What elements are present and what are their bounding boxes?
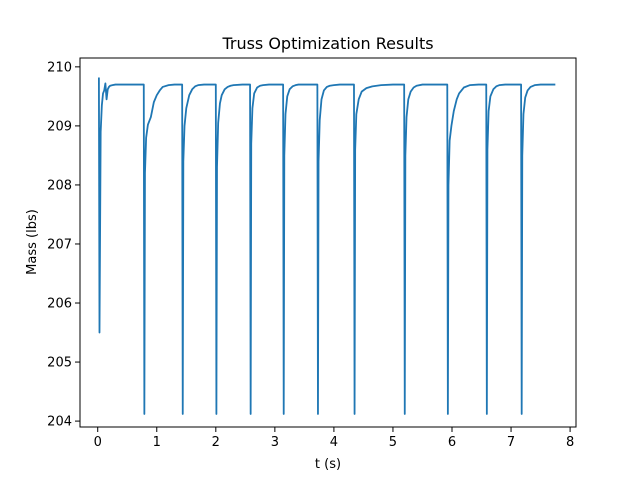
x-tick-label: 7 bbox=[507, 435, 515, 450]
y-tick-label: 208 bbox=[47, 178, 72, 193]
x-tick-label: 6 bbox=[448, 435, 456, 450]
chart-title: Truss Optimization Results bbox=[221, 34, 433, 53]
x-axis-title: t (s) bbox=[315, 457, 341, 472]
x-tick-label: 4 bbox=[330, 435, 338, 450]
y-tick-label: 207 bbox=[47, 237, 72, 252]
y-tick-label: 206 bbox=[47, 297, 72, 312]
x-tick-label: 5 bbox=[389, 435, 397, 450]
y-tick-label: 205 bbox=[47, 356, 72, 371]
x-tick-label: 1 bbox=[153, 435, 161, 450]
y-axis-title: Mass (lbs) bbox=[25, 209, 40, 275]
plot-area bbox=[98, 77, 556, 415]
x-axis: 0 1 2 3 4 5 6 7 8 bbox=[94, 427, 574, 450]
x-tick-label: 2 bbox=[212, 435, 220, 450]
x-tick-label: 3 bbox=[271, 435, 279, 450]
y-tick-label: 204 bbox=[47, 415, 72, 430]
y-axis: 204 205 206 207 208 209 210 bbox=[47, 60, 80, 430]
series-line bbox=[98, 77, 556, 415]
plot-frame bbox=[79, 57, 577, 428]
y-tick-label: 210 bbox=[47, 60, 72, 75]
x-tick-label: 8 bbox=[566, 435, 574, 450]
y-tick-label: 209 bbox=[47, 119, 72, 134]
x-tick-label: 0 bbox=[94, 435, 102, 450]
